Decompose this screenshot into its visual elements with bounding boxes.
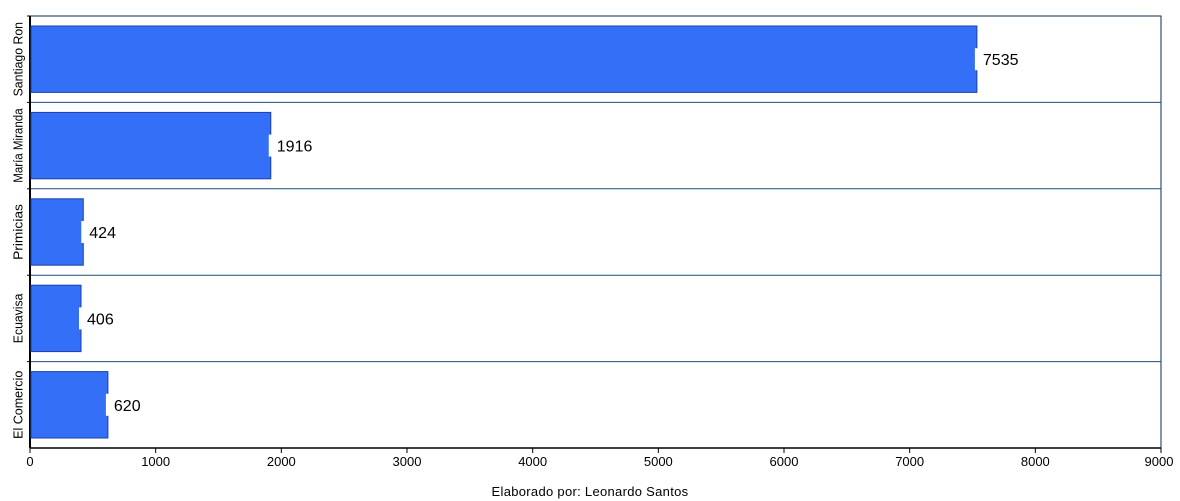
x-tick-label-5: 5000 bbox=[644, 454, 673, 469]
x-tick-label-9: 9000 bbox=[1145, 454, 1174, 469]
x-tick-label-7: 7000 bbox=[895, 454, 924, 469]
value-label-1: 1916 bbox=[277, 139, 313, 156]
bar-3 bbox=[30, 284, 82, 353]
bar-0 bbox=[30, 25, 978, 93]
x-tick-label-2: 2000 bbox=[267, 454, 296, 469]
value-label-2: 424 bbox=[89, 225, 116, 242]
chart-caption: Elaborado por: Leonardo Santos bbox=[492, 484, 689, 499]
value-label-bg-4 bbox=[105, 393, 143, 416]
bar-4 bbox=[30, 371, 109, 439]
x-axis: 0 1000 2000 3000 4000 5000 6000 7000 8000 9000 bbox=[26, 447, 1174, 469]
value-label-4: 620 bbox=[114, 398, 141, 415]
category-label-4: El Comercio bbox=[10, 371, 25, 439]
category-label-0: Santiago Ron bbox=[10, 22, 25, 96]
bar-2 bbox=[30, 198, 84, 266]
x-tick-label-6: 6000 bbox=[770, 454, 799, 469]
value-label-3: 406 bbox=[87, 311, 114, 328]
value-label-bg-2 bbox=[81, 221, 118, 243]
x-tick-label-4: 4000 bbox=[518, 454, 547, 469]
category-label-2: Primicias bbox=[10, 204, 25, 260]
value-label-bg-1 bbox=[268, 134, 315, 157]
x-tick-label-3: 3000 bbox=[393, 454, 422, 469]
category-label-1: María Miranda bbox=[10, 108, 25, 183]
value-label-0: 7535 bbox=[983, 52, 1019, 69]
bar-1 bbox=[30, 111, 272, 180]
value-label-bg-3 bbox=[79, 307, 116, 330]
category-labels-group: Santiago Ron María Miranda Primicias Ecuavi… bbox=[10, 15, 30, 439]
value-label-bg-0 bbox=[974, 48, 1021, 71]
x-tick-label-1: 1000 bbox=[141, 454, 170, 469]
value-labels-group: 7535 1916 424 406 620 bbox=[79, 48, 1021, 416]
x-tick-label-8: 8000 bbox=[1021, 454, 1050, 469]
bars-group bbox=[30, 25, 978, 439]
category-label-3: Ecuavisa bbox=[10, 293, 25, 343]
x-tick-label-0: 0 bbox=[26, 454, 33, 469]
